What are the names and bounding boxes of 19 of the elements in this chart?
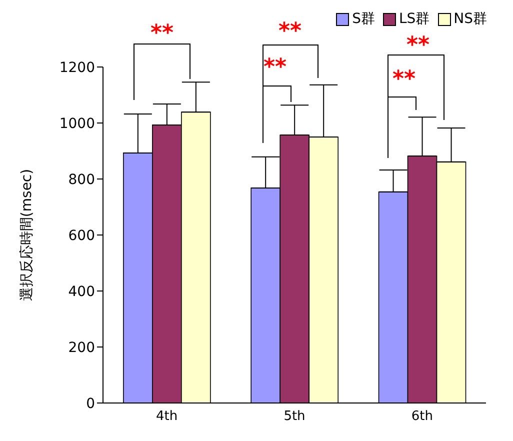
text: ** xyxy=(406,33,430,58)
legend-label: LS群 xyxy=(398,10,430,28)
y-tick-label: 0 xyxy=(86,396,95,412)
annotation: ** xyxy=(263,55,287,80)
x-tick-label: 5th xyxy=(284,409,306,424)
text: ** xyxy=(278,19,302,44)
y-tick-label: 800 xyxy=(68,172,95,188)
x-tick-label: 6th xyxy=(411,409,433,424)
y-tick-label: 1000 xyxy=(59,116,95,132)
legend-label: NS群 xyxy=(454,10,487,28)
y-tick-label: 400 xyxy=(68,284,95,300)
text: ** xyxy=(150,21,174,46)
x-tick-label: 4th xyxy=(156,409,178,424)
y-tick-label: 1200 xyxy=(59,60,95,76)
legend-label: S群 xyxy=(352,10,375,28)
y-axis-title: 選択反応時間(msec) xyxy=(18,168,35,302)
y-tick-label: 200 xyxy=(68,340,95,356)
annotation: ** xyxy=(392,67,416,92)
y-tick-label: 600 xyxy=(68,228,95,244)
